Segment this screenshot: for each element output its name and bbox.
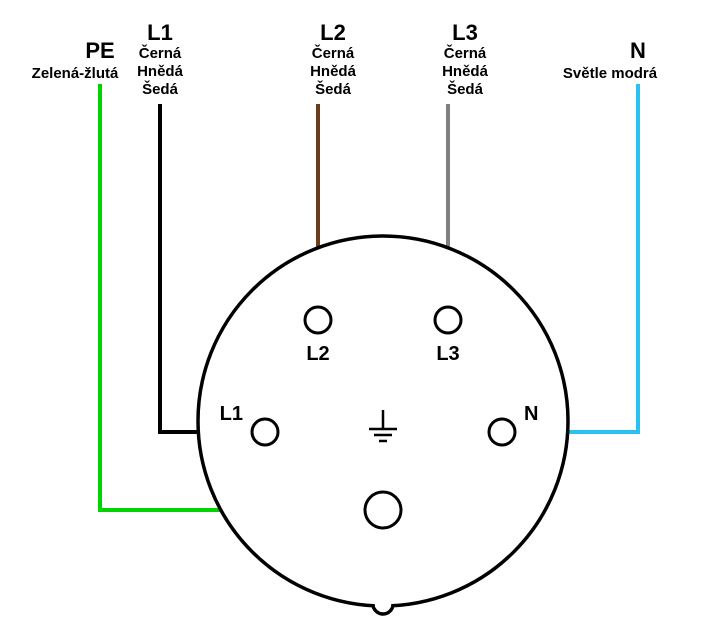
header-label-l2: L2 [320,20,346,45]
header-sub-l3-2: Šedá [447,80,484,98]
header-sub-l1-2: Šedá [142,80,179,98]
pin-pe [365,492,401,528]
pin-l1 [252,419,278,445]
pin-l2 [305,307,331,333]
header-label-l3: L3 [452,20,478,45]
header-sub-l2-0: Černá [312,44,355,62]
header-label-n: N [630,38,646,63]
header-sub-l3-1: Hnědá [442,63,489,80]
header-label-pe: PE [85,38,114,63]
connector-diagram: L2L3L1NPEZelená-žlutáL1ČernáHnědáŠedáL2Č… [0,0,702,629]
header-sub-l2-2: Šedá [315,80,352,98]
pin-label-l3: L3 [436,343,459,365]
header-sub-l1-1: Hnědá [137,63,184,80]
header-sub-l1-0: Černá [139,44,182,62]
pin-label-l1: L1 [220,403,243,425]
header-sub-n-0: Světle modrá [563,65,658,82]
header-label-l1: L1 [147,20,173,45]
pin-n [489,419,515,445]
header-sub-l3-0: Černá [444,44,487,62]
header-sub-pe-0: Zelená-žlutá [32,65,119,82]
pin-l3 [435,307,461,333]
header-sub-l2-1: Hnědá [310,63,357,80]
pin-label-n: N [524,403,538,425]
pin-label-l2: L2 [306,343,329,365]
